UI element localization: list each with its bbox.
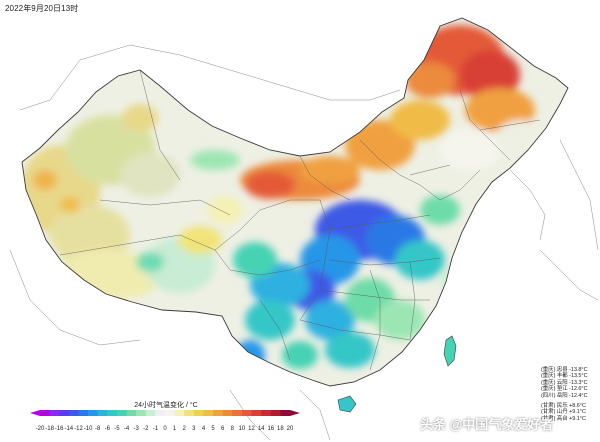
hainan-island [337,395,357,413]
legend-tick-label: 3 [192,426,196,432]
legend-swatch [203,410,214,416]
legend-tick-label: -6 [104,426,110,432]
legend-tick-label: 8 [230,426,234,432]
legend: 24小时气温变化 / °C -20 -18 -16 -14 -12 -10 -8 -6 -5 -4… [28,400,304,440]
legend-tick-label: -10 [83,426,93,432]
legend-tick-label: 18 [277,426,284,432]
station-group: (重庆) 忠县 -13.8°C (重庆) 丰都 -13.5°C (重庆) 云阳 -1… [541,367,599,399]
legend-title: 24小时气温变化 / °C [134,402,198,409]
legend-swatch [145,410,156,416]
legend-swatch [68,410,79,416]
legend-color-bar [30,410,300,416]
legend-tick-label: -1 [152,426,159,432]
legend-tick-label: -16 [54,426,64,432]
taiwan-island [443,335,457,367]
station-row: (重庆) 丰都 -13.5°C [541,373,588,380]
watermark: 头条 @中国气象爱好者 [420,417,554,432]
legend-arrow-left [30,410,40,416]
legend-swatch [270,410,281,416]
station-row: (四川) 岳阳 -12.4°C [541,392,588,399]
legend-swatch [88,410,99,416]
legend-tick-label: 6 [221,426,225,432]
legend-swatch [59,410,70,416]
legend-swatch [97,410,108,416]
legend-tick-label: 4 [201,426,206,432]
legend-tick-label: -8 [95,426,101,432]
legend-swatch [261,410,272,416]
legend-swatch [193,410,204,416]
legend-swatch [107,410,118,416]
legend-swatch [116,410,127,416]
legend-tick-label: 5 [211,426,215,432]
legend-swatch [232,410,243,416]
legend-tick-label: -14 [64,426,74,432]
legend-swatch [40,410,51,416]
station-row: (重庆) 忠县 -13.8°C [541,367,588,373]
legend-tick-label: 12 [248,426,255,432]
legend-swatch [126,410,137,416]
anomaly-field [22,25,545,370]
legend-tick-label: 16 [267,426,275,432]
legend-tick-label: 2 [182,426,186,432]
legend-tick-label: -3 [133,426,139,432]
legend-tick-label: -5 [114,426,120,432]
legend-swatch [222,410,233,416]
legend-tick-labels: -20 -18 -16 -14 -12 -10 -8 -6 -5 -4 -3 -2 -1 0 1 2 3 4 5 6 8… [28,426,304,436]
station-row: (甘肃) 民乐 +8.6°C [541,403,586,410]
station-row: (重庆) 垫江 -12.6°C [541,386,588,393]
legend-swatch [174,410,185,416]
legend-swatch [184,410,195,416]
legend-arrow-right [290,410,300,416]
legend-tick-label: -4 [123,426,130,432]
legend-swatch [155,410,166,416]
legend-swatch [165,410,176,416]
station-row: (甘肃) 高台 +9.1°C [541,415,586,422]
legend-swatch [251,410,262,416]
legend-swatch [280,410,291,416]
legend-tick-label: -18 [45,426,54,432]
legend-swatch [49,410,60,416]
legend-tick-label: -12 [74,426,83,432]
station-extremes-list: (重庆) 忠县 -13.8°C (重庆) 丰都 -13.5°C (重庆) 云阳 -1… [541,367,599,426]
legend-tick-label: 14 [257,426,265,432]
legend-swatch [78,410,89,416]
legend-swatch [241,410,252,416]
legend-tick-label: -20 [35,426,45,432]
legend-tick-label: 0 [163,426,167,432]
station-row: (甘肃) 山丹 +9.1°C [541,409,586,416]
legend-tick-label: -2 [143,426,149,432]
legend-tick-label: 10 [238,426,246,432]
legend-tick-label: 1 [172,426,177,432]
country-border [21,17,569,387]
legend-swatch [136,410,147,416]
map-title: 2022年9月20日13时 [5,4,79,13]
legend-tick-label: 20 [286,426,294,432]
province-borders [59,69,541,371]
station-group: (甘肃) 民乐 +8.6°C (甘肃) 山丹 +9.1°C (甘肃) 高台 +9.1… [541,403,599,422]
station-row: (重庆) 云阳 -13.3°C [541,379,588,386]
neighbor-borders [9,44,599,441]
legend-swatch [213,410,224,416]
